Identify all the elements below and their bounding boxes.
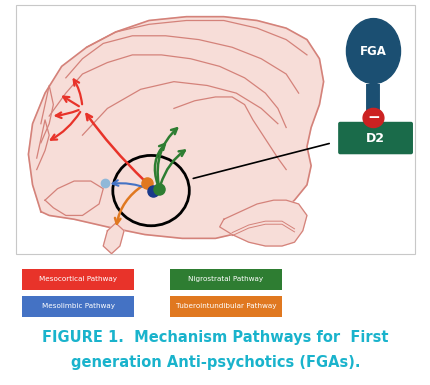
- FancyBboxPatch shape: [169, 296, 281, 317]
- Ellipse shape: [346, 18, 399, 84]
- Text: −: −: [366, 110, 379, 126]
- FancyBboxPatch shape: [169, 269, 281, 290]
- Text: Mesocortical Pathway: Mesocortical Pathway: [39, 276, 117, 283]
- Text: Nigrostratal Pathway: Nigrostratal Pathway: [188, 276, 263, 283]
- Polygon shape: [219, 200, 306, 246]
- Polygon shape: [103, 223, 124, 254]
- FancyBboxPatch shape: [16, 5, 414, 254]
- FancyBboxPatch shape: [338, 122, 412, 154]
- Text: FIGURE 1.  Mechanism Pathways for  First: FIGURE 1. Mechanism Pathways for First: [42, 330, 388, 345]
- Text: generation Anti-psychotics (FGAs).: generation Anti-psychotics (FGAs).: [71, 355, 359, 370]
- FancyBboxPatch shape: [22, 296, 134, 317]
- Text: D2: D2: [365, 132, 384, 144]
- Text: Tuberointundibular Pathway: Tuberointundibular Pathway: [175, 303, 276, 309]
- Text: FGA: FGA: [359, 45, 386, 58]
- Circle shape: [362, 109, 383, 127]
- Text: Mesolimbic Pathway: Mesolimbic Pathway: [42, 303, 114, 309]
- Polygon shape: [28, 17, 323, 238]
- FancyBboxPatch shape: [22, 269, 134, 290]
